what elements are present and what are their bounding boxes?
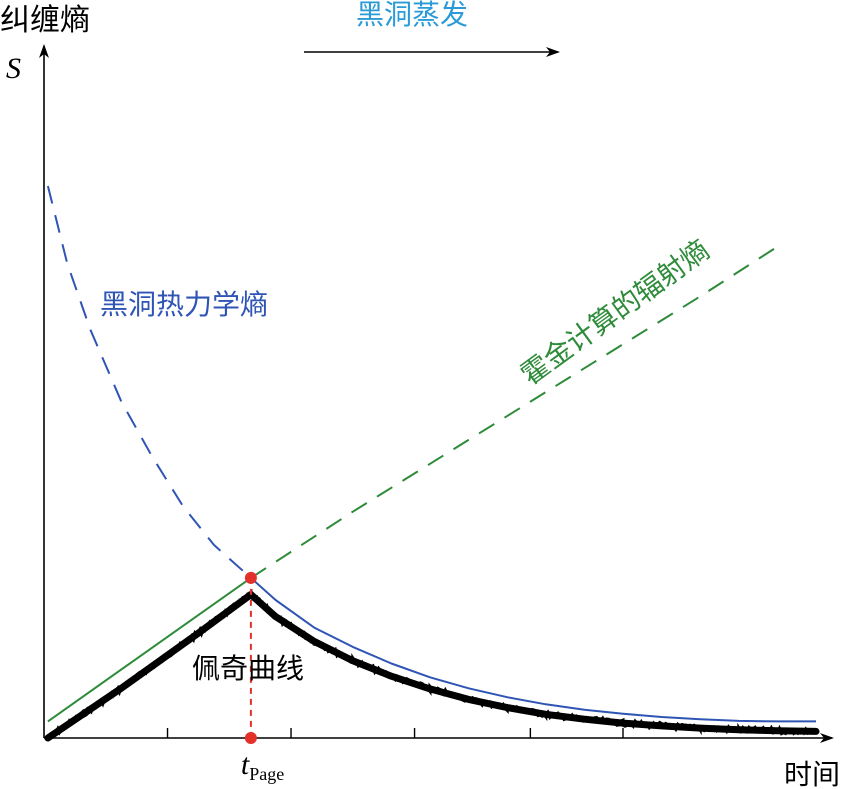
series-solid-2	[47, 577, 252, 723]
x-axis-label: 时间	[784, 758, 840, 789]
series-dashed-0	[46, 185, 252, 579]
page-time-label: tPage	[241, 748, 284, 784]
y-axis-symbol: S	[6, 52, 21, 85]
page-curve-label: 佩奇曲线	[192, 652, 304, 685]
series-solid-3	[250, 577, 816, 723]
x-ticks	[166, 728, 624, 738]
page-point	[244, 571, 257, 584]
page-curve-line	[44, 591, 820, 742]
hawking-label: 霍金计算的辐射熵	[515, 233, 716, 391]
header-annotation: 黑洞蒸发	[356, 0, 468, 31]
page-time-axis-point	[244, 732, 257, 744]
page-curve-texture	[47, 588, 818, 740]
y-axis-label: 纠缠熵	[0, 3, 90, 38]
bh-entropy-label: 黑洞热力学熵	[100, 288, 268, 321]
series-dashed-1	[250, 245, 778, 579]
